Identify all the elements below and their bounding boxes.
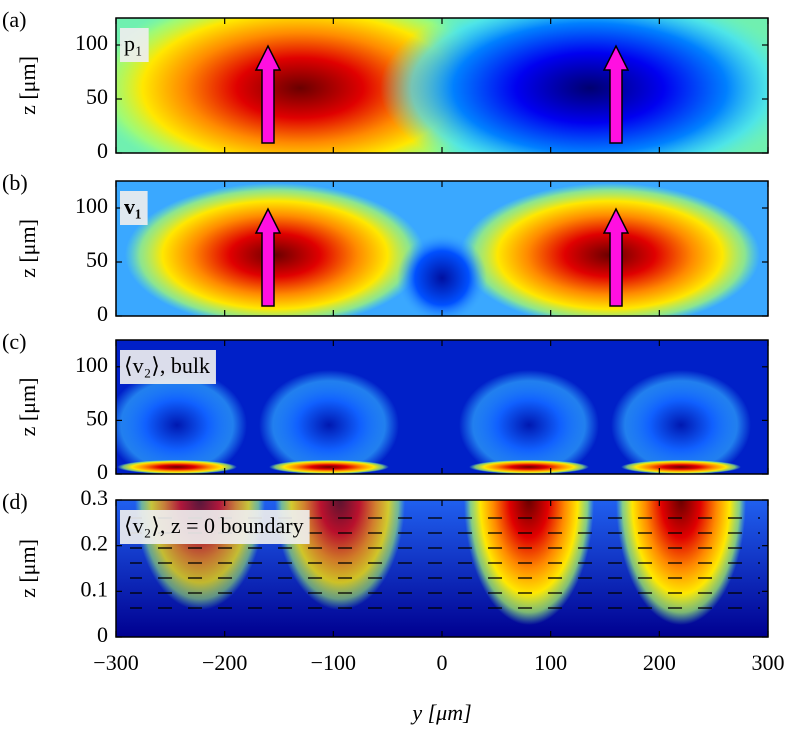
x-tick-label: −100 <box>311 650 356 675</box>
y-axis-label: z [μm] <box>15 219 40 278</box>
y-tick-label: 100 <box>75 352 108 377</box>
field-b <box>116 181 768 316</box>
y-tick-label: 0 <box>97 301 108 326</box>
panel-label: (a) <box>2 7 26 32</box>
x-tick-label: 100 <box>534 650 567 675</box>
y-tick-label: 50 <box>86 405 108 430</box>
y-tick-label: 0 <box>97 459 108 484</box>
x-axis-label: y [μm] <box>410 700 471 725</box>
panel-label: (c) <box>2 329 26 354</box>
y-tick-label: 100 <box>75 30 108 55</box>
panel-label: (b) <box>2 170 28 195</box>
x-tick-label: −200 <box>202 650 247 675</box>
y-axis-label: z [μm] <box>15 378 40 437</box>
y-tick-label: 50 <box>86 247 108 272</box>
panel-annotation: p₁ <box>124 31 143 56</box>
y-axis-label: z [μm] <box>15 539 40 598</box>
annotation-box <box>120 191 148 225</box>
y-tick-label: 0.1 <box>81 576 109 601</box>
y-tick-label: 0.3 <box>81 485 109 510</box>
x-tick-label: 0 <box>437 650 448 675</box>
panel-annotation: ⟨v₂⟩, z = 0 boundary <box>124 513 304 538</box>
field-c <box>116 340 768 474</box>
y-tick-label: 100 <box>75 193 108 218</box>
panel-annotation: ⟨v₂⟩, bulk <box>124 353 210 378</box>
y-tick-label: 0 <box>97 138 108 163</box>
annotation-box <box>120 28 149 62</box>
x-tick-label: 300 <box>752 650 785 675</box>
y-axis-label: z [μm] <box>15 56 40 115</box>
y-tick-label: 0.2 <box>81 531 109 556</box>
x-tick-label: −300 <box>93 650 138 675</box>
annotation-box <box>120 350 216 384</box>
panel-label: (d) <box>2 489 28 514</box>
y-tick-label: 50 <box>86 84 108 109</box>
field-d <box>116 500 768 637</box>
x-tick-label: 200 <box>643 650 676 675</box>
annotation-box <box>120 510 310 544</box>
y-tick-label: 0 <box>97 622 108 647</box>
panel-annotation: v₁ <box>124 194 142 219</box>
field-a <box>116 18 768 153</box>
